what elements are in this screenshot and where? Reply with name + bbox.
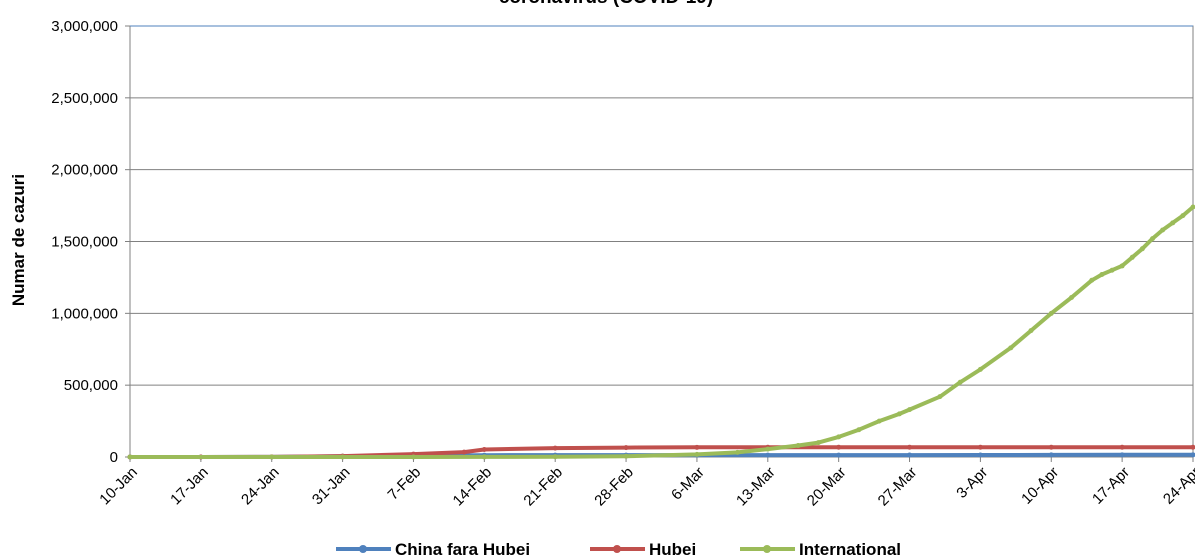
data-point <box>856 427 862 433</box>
y-tick-label: 500,000 <box>64 377 118 394</box>
x-tick-label: 10-Apr <box>1018 464 1062 508</box>
series-line <box>128 205 1195 459</box>
legend-marker <box>763 545 771 553</box>
data-point <box>977 444 983 450</box>
data-point <box>1190 444 1195 450</box>
data-point <box>876 418 882 424</box>
data-point <box>1119 452 1125 458</box>
x-tick-label: 21-Feb <box>520 464 566 510</box>
legend-marker <box>613 545 621 553</box>
legend-label: International <box>799 540 901 558</box>
data-point <box>836 444 842 450</box>
data-point <box>765 452 771 458</box>
x-tick-label: 3-Apr <box>953 464 991 502</box>
data-point <box>1150 236 1156 242</box>
data-point <box>694 444 700 450</box>
data-point <box>1160 227 1166 233</box>
data-point <box>127 454 133 460</box>
data-point <box>1119 444 1125 450</box>
data-point <box>410 454 416 460</box>
legend-label: Hubei <box>649 540 696 558</box>
y-tick-label: 1,500,000 <box>51 234 118 251</box>
series-lines <box>127 204 1195 460</box>
data-point <box>1028 328 1034 334</box>
data-point <box>734 449 740 455</box>
y-tick-label: 0 <box>110 449 118 466</box>
data-point <box>1180 213 1186 219</box>
legend-marker <box>359 545 367 553</box>
legend: China fara Hubei Hubei International <box>336 540 901 558</box>
data-point <box>907 407 913 413</box>
y-tick-label: 2,500,000 <box>51 90 118 107</box>
y-axis-title: Numar de cazuri <box>9 174 28 306</box>
data-point <box>461 449 467 455</box>
data-point <box>1048 310 1054 316</box>
data-point <box>552 445 558 451</box>
data-point <box>1048 452 1054 458</box>
x-tick-label: 14-Feb <box>450 464 496 510</box>
x-tick-label: 7-Feb <box>385 464 425 504</box>
data-point <box>1139 246 1145 252</box>
data-point <box>1190 204 1195 210</box>
data-point <box>1099 272 1105 278</box>
x-tick-label: 20-Mar <box>804 464 850 510</box>
data-point <box>937 394 943 400</box>
data-point <box>1190 452 1195 458</box>
data-point <box>836 452 842 458</box>
data-point <box>1069 295 1075 301</box>
data-point <box>896 411 902 417</box>
x-tick-label: 24-Apr <box>1160 464 1195 508</box>
data-point <box>623 445 629 451</box>
data-point <box>765 446 771 452</box>
data-point <box>1048 444 1054 450</box>
data-point <box>907 452 913 458</box>
y-tick-label: 3,000,000 <box>51 18 118 35</box>
data-point <box>623 453 629 459</box>
x-tick-label: 17-Apr <box>1089 464 1133 508</box>
data-point <box>795 443 801 449</box>
data-point <box>977 452 983 458</box>
x-axis: 10-Jan 17-Jan 24-Jan 31-Jan 7-Feb 14-Feb 21-Fe… <box>96 457 1195 509</box>
x-tick-label: 13-Mar <box>733 464 779 510</box>
data-point <box>1170 220 1176 226</box>
gridlines <box>130 25 1193 458</box>
data-point <box>694 451 700 457</box>
data-point <box>977 366 983 372</box>
data-point <box>481 447 487 453</box>
data-point <box>552 454 558 460</box>
data-point <box>269 454 275 460</box>
data-point <box>957 379 963 385</box>
chart-title: coronavirus (COVID-19) <box>499 0 713 8</box>
x-tick-label: 10-Jan <box>96 464 140 508</box>
data-point <box>340 454 346 460</box>
y-tick-label: 2,000,000 <box>51 162 118 179</box>
data-point <box>815 440 821 446</box>
data-point <box>907 444 913 450</box>
data-point <box>836 434 842 440</box>
x-tick-label: 17-Jan <box>167 464 211 508</box>
data-point <box>1109 267 1115 273</box>
y-tick-label: 1,000,000 <box>51 305 118 322</box>
data-point <box>481 454 487 460</box>
y-axis: 0 500,000 1,000,000 1,500,000 2,000,000 2,500… <box>51 18 130 466</box>
x-tick-label: 27-Mar <box>875 464 921 510</box>
x-tick-label: 28-Feb <box>591 464 637 510</box>
x-tick-label: 24-Jan <box>238 464 282 508</box>
data-point <box>1008 345 1014 351</box>
data-point <box>1089 277 1095 283</box>
data-point <box>1129 254 1135 260</box>
x-tick-label: 6-Mar <box>668 464 708 504</box>
data-point <box>1119 263 1125 269</box>
legend-label: China fara Hubei <box>395 540 530 558</box>
x-tick-label: 31-Jan <box>309 464 353 508</box>
